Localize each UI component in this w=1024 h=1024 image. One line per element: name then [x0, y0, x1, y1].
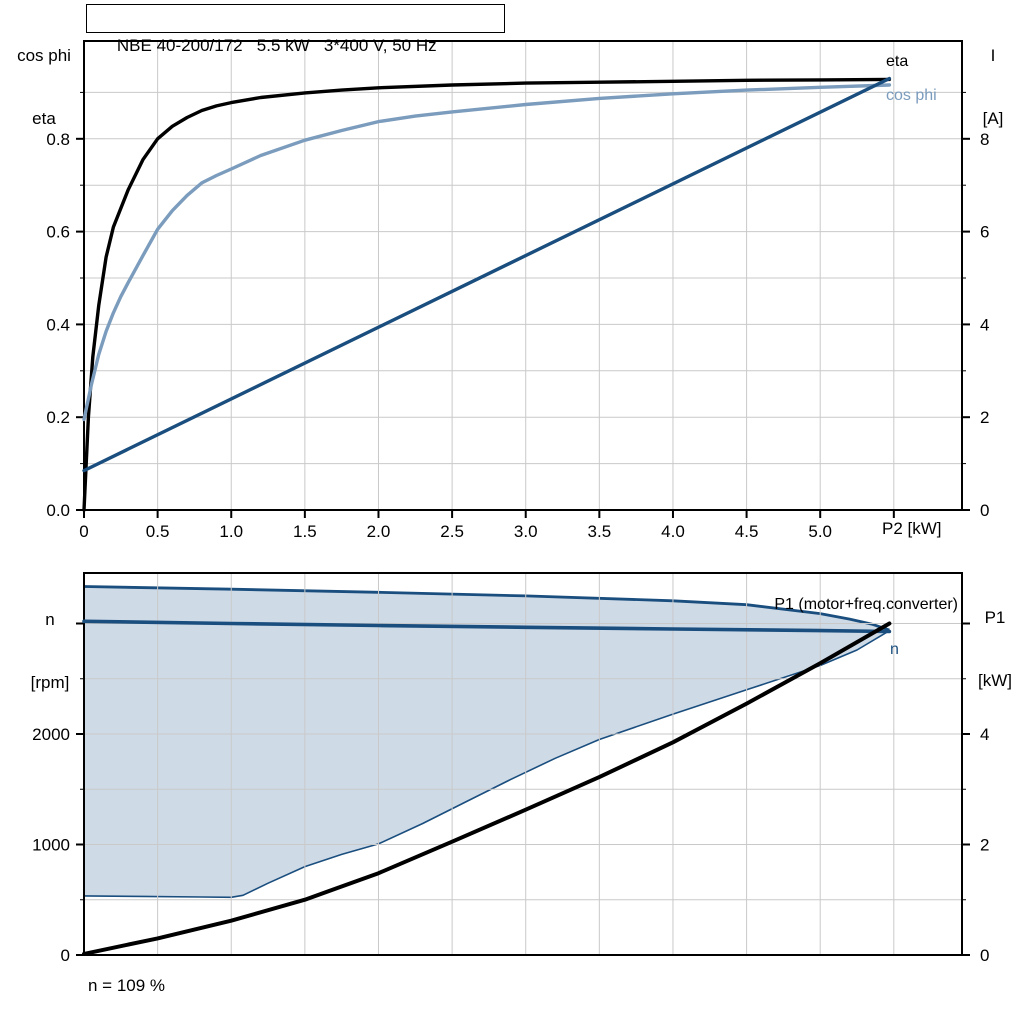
x-axis-title: P2 [kW]: [882, 519, 942, 538]
x-axis-tick-label: 4.0: [661, 522, 685, 541]
right-axis-tick-label: 0: [980, 946, 989, 965]
x-axis-tick-label: 2.5: [440, 522, 464, 541]
plot-frame: [83, 40, 963, 511]
p1-axis-title-line1: P1: [984, 608, 1006, 627]
n-curve-label: n: [890, 641, 899, 658]
x-axis-tick-label: 1.0: [219, 522, 243, 541]
right-axis-tick-label: 2: [980, 408, 989, 427]
right-axis-tick-label: 4: [980, 315, 989, 334]
bottom-chart-left-axis-title: n [rpm]: [12, 567, 88, 735]
speed-percent-note: n = 109 %: [88, 976, 166, 995]
left-axis-tick-label: 0.8: [46, 130, 70, 149]
chart-title-box: NBE 40-200/172 5.5 kW 3*400 V, 50 Hz: [86, 4, 505, 55]
top-chart-left-axis-title: cos phi eta: [6, 3, 82, 171]
right-axis-tick-label: 2: [980, 835, 989, 854]
n-curve: [82, 619, 892, 634]
right-axis-tick-label: 0: [980, 501, 989, 520]
right-axis-tick-label: 8: [980, 130, 989, 149]
eta-curve-label: eta: [886, 53, 909, 70]
x-axis-tick-label: 1.5: [293, 522, 317, 541]
bottom-chart-right-axis-title: P1 [kW]: [968, 565, 1022, 733]
left-axis-title-line1: cos phi: [17, 46, 71, 65]
motor-efficiency-chart: 0.0 0.2 0.4 0.6 0.8 0 2 4 6 8 0 0.5 1.0 1.5 2.0 2.5 3.0 3…: [46, 40, 989, 541]
x-axis-tick-label: 0: [79, 522, 88, 541]
x-axis-tick-label: 5.0: [808, 522, 832, 541]
left-axis-tick-label: 0: [61, 946, 70, 965]
left-axis-tick-label: 2000: [32, 725, 70, 744]
left-axis-tick-label: 0.0: [46, 501, 70, 520]
top-chart-right-axis-title: I [A]: [966, 3, 1020, 171]
i-curve: [82, 76, 892, 473]
p1-axis-title-line2: [kW]: [978, 671, 1012, 690]
x-axis-tick-label: 3.0: [514, 522, 538, 541]
right-axis-title-line1: I: [990, 46, 996, 65]
left-axis-tick-label: 1000: [32, 835, 70, 854]
right-axis-tick-label: 4: [980, 725, 989, 744]
x-axis-tick-label: 2.0: [367, 522, 391, 541]
plot-frame: [83, 572, 963, 956]
n-axis-title-line2: [rpm]: [30, 673, 70, 692]
left-axis-title-line2: eta: [32, 109, 56, 128]
left-axis-tick-label: 0.6: [46, 223, 70, 242]
right-axis-title-line2: [A]: [982, 109, 1004, 128]
n-axis-title-line1: n: [45, 610, 55, 629]
x-axis-tick-label: 4.5: [735, 522, 759, 541]
left-axis-tick-label: 0.4: [46, 315, 70, 334]
speed-operating-envelope-area: [84, 586, 890, 898]
chart-title: NBE 40-200/172 5.5 kW 3*400 V, 50 Hz: [116, 36, 437, 55]
right-axis-tick-label: 6: [980, 223, 989, 242]
cos-phi-curve: [82, 83, 892, 422]
p1-curve: [82, 621, 892, 956]
speed-power-chart: 0 1000 2000 0 2 4: [32, 572, 989, 965]
left-axis-tick-label: 0.2: [46, 408, 70, 427]
p1-curve-label: P1 (motor+freq.converter): [774, 596, 958, 613]
x-axis-tick-label: 0.5: [146, 522, 170, 541]
eta-curve: [82, 77, 892, 512]
cos-phi-curve-label: cos phi: [886, 87, 937, 104]
x-axis-tick-label: 3.5: [588, 522, 612, 541]
